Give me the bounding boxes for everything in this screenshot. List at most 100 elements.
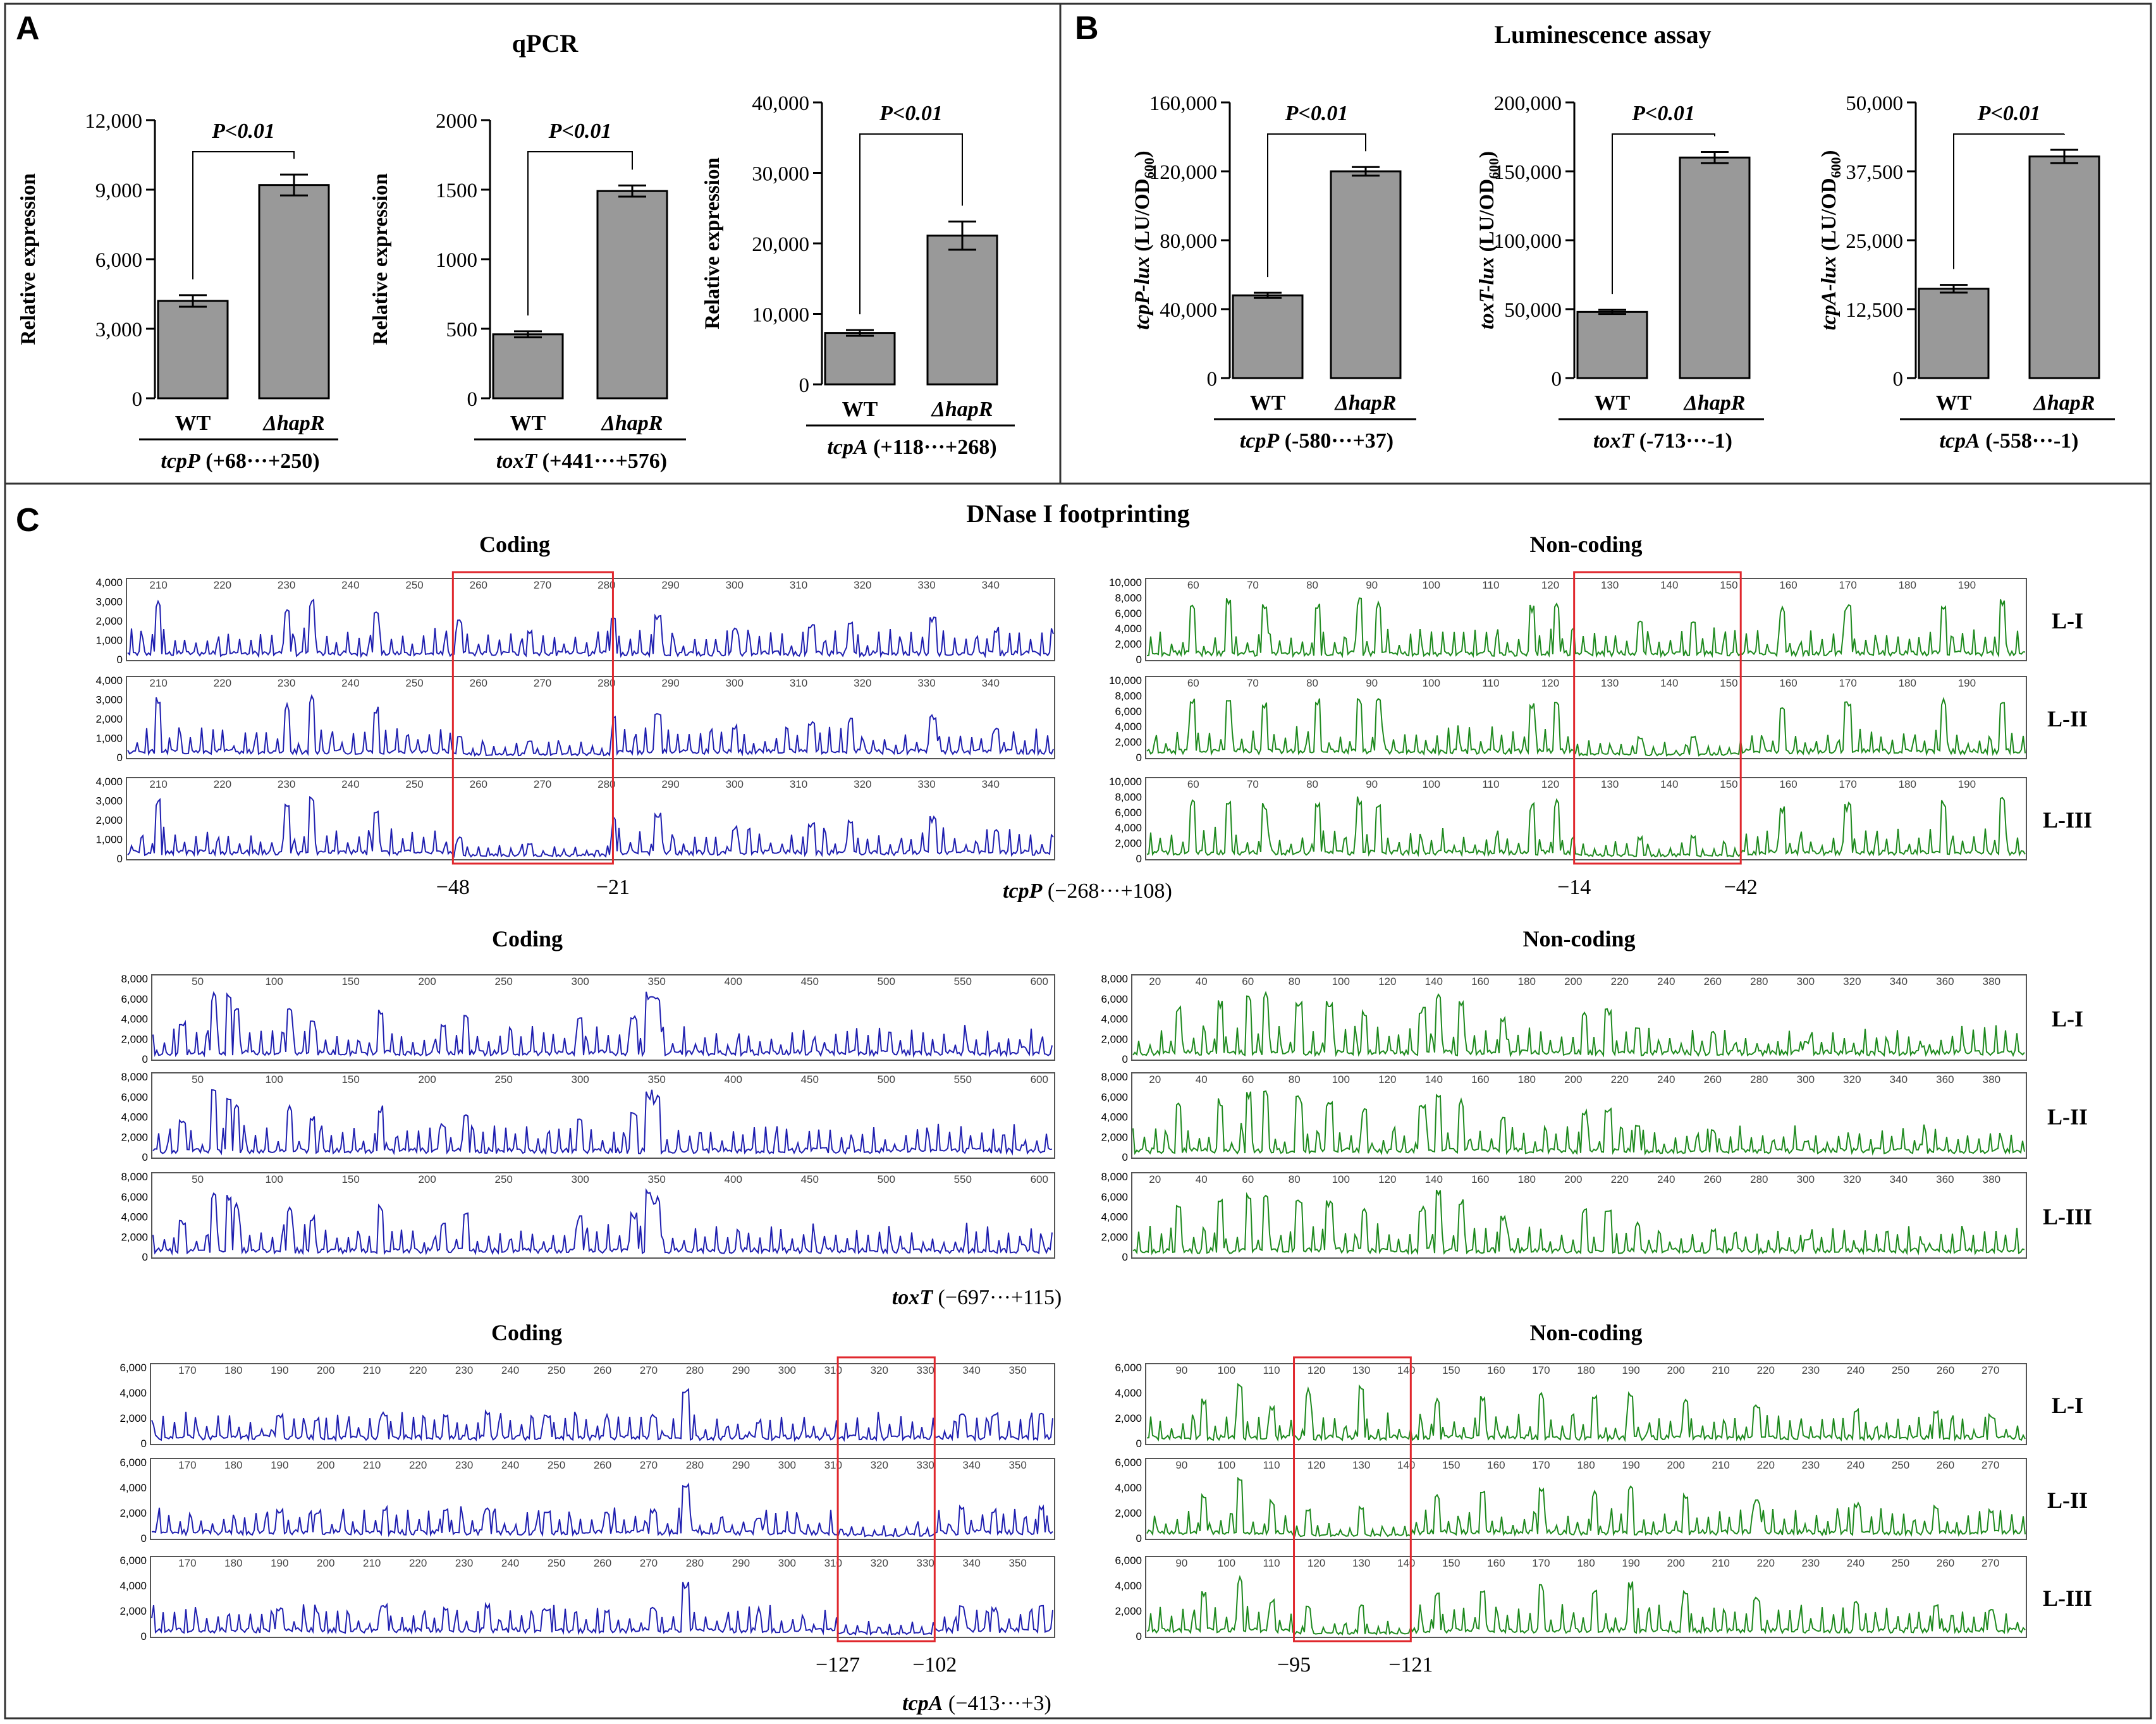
error-bar	[1254, 291, 1282, 299]
lane-x-tick: 250	[494, 1173, 512, 1185]
significance-bracket	[859, 133, 963, 315]
gene-region-label: toxT (+441···+576)	[496, 449, 667, 473]
lane-x-tick: 260	[1704, 975, 1722, 987]
lane-x-tick: 240	[501, 1364, 519, 1376]
category-label-wt: WT	[842, 398, 878, 421]
lane-y-tick: 0	[142, 1151, 148, 1163]
lane-y-tick: 2,000	[1115, 838, 1142, 850]
lane-x-tick: 170	[178, 1364, 196, 1376]
lane-x-tick: 220	[1611, 1173, 1629, 1185]
lane-x-tick: 220	[409, 1557, 427, 1569]
noncoding-title: Non-coding	[1522, 926, 1635, 951]
lane-y-tick: 4,000	[1115, 1580, 1142, 1592]
lane-x-tick: 320	[854, 579, 871, 591]
lane-x-tick: 220	[214, 579, 231, 591]
lane-y-tick: 6,000	[1115, 1555, 1142, 1567]
lane-y-tick: 6,000	[121, 1191, 148, 1203]
lane-x-tick: 300	[572, 975, 589, 987]
lane-x-tick: 310	[824, 1459, 842, 1471]
lane-frame	[150, 1556, 1055, 1638]
lane-x-tick: 100	[265, 1073, 283, 1085]
category-label-hapr: ΔhapR	[262, 412, 325, 435]
lane-x-tick: 240	[501, 1459, 519, 1471]
lane-y-tick: 6,000	[121, 1091, 148, 1103]
lane-y-tick: 2,000	[119, 1507, 147, 1519]
lane-y-tick: 0	[117, 853, 123, 865]
lane-x-tick: 140	[1425, 1073, 1443, 1085]
lane-x-tick: 120	[1378, 1073, 1396, 1085]
lane-x-tick: 160	[1779, 677, 1797, 689]
lane-x-tick: 220	[1757, 1364, 1775, 1376]
lane-x-tick: 240	[1657, 1173, 1675, 1185]
lane-frame	[150, 1363, 1055, 1445]
lane-x-tick: 210	[363, 1364, 381, 1376]
lane-x-tick: 220	[409, 1459, 427, 1471]
lane-x-tick: 350	[1008, 1557, 1026, 1569]
lane-y-tick: 10,000	[1109, 577, 1142, 589]
lane-x-tick: 170	[178, 1557, 196, 1569]
coding-strand: Coding 0 2,000 4,000 6,000 8,000 50 100 150 200 25…	[121, 926, 1055, 1263]
bar-chart-2: 0 500 1000 1500 2000 WT ΔhapR toxT (+441···+576…	[369, 110, 686, 473]
lane-y-tick: 0	[1136, 853, 1142, 865]
gene-region-label: tcpA (+118···+268)	[827, 436, 996, 459]
lane-x-tick: 600	[1031, 1073, 1048, 1085]
lane-x-tick: 320	[854, 677, 871, 689]
lane-y-tick: 0	[141, 1438, 147, 1450]
lane-x-tick: 360	[1936, 1173, 1954, 1185]
protected-region-box	[836, 1356, 936, 1642]
lane-x-tick: 140	[1660, 677, 1678, 689]
lane-x-tick: 50	[192, 1073, 204, 1085]
lane-x-tick: 200	[1667, 1459, 1684, 1471]
lane-frame	[151, 1172, 1055, 1259]
lane-x-tick: 140	[1660, 579, 1678, 591]
lane-x-tick: 130	[1352, 1557, 1370, 1569]
lane-label: L-I	[2052, 1006, 2083, 1032]
lane-label: L-I	[2052, 608, 2083, 633]
lane-x-tick: 220	[214, 778, 231, 790]
lane-x-tick: 40	[1196, 1173, 1208, 1185]
lane-x-tick: 250	[548, 1557, 565, 1569]
lane-y-tick: 6,000	[1115, 706, 1142, 718]
lane-y-tick: 0	[142, 1251, 148, 1263]
y-tick-label: 3,000	[95, 319, 142, 341]
protected-region-box	[1293, 1356, 1412, 1642]
y-tick-label: 160,000	[1149, 92, 1217, 115]
y-tick-label: 1500	[436, 180, 477, 202]
lane-x-tick: 120	[1541, 579, 1559, 591]
noncoding-title: Non-coding	[1529, 532, 1642, 557]
lane-y-tick: 2,000	[95, 814, 123, 826]
lane-x-tick: 500	[878, 1173, 895, 1185]
lane-y-tick: 4,000	[1115, 822, 1142, 834]
y-tick-label: 2000	[436, 110, 477, 133]
lane-x-tick: 290	[732, 1364, 750, 1376]
lane-x-tick: 120	[1378, 975, 1396, 987]
lane-y-tick: 2,000	[1115, 1605, 1142, 1617]
lane-x-tick: 170	[1532, 1459, 1550, 1471]
lane-x-tick: 80	[1306, 677, 1318, 689]
lane-x-tick: 230	[455, 1459, 473, 1471]
noncoding-lane-1: 0 2,000 4,000 6,000 8,000 10,000 60 70 80 90 100 11…	[1109, 577, 2027, 666]
lane-x-tick: 320	[1843, 1073, 1861, 1085]
lane-x-tick: 50	[192, 1173, 204, 1185]
lane-y-tick: 8,000	[1101, 1171, 1128, 1183]
lane-x-tick: 170	[178, 1459, 196, 1471]
coding-lane-3: 0 2,000 4,000 6,000 170 180 190 200 210 220 230 240…	[119, 1555, 1055, 1642]
electropherogram-trace	[127, 694, 1054, 757]
lane-x-tick: 290	[661, 677, 679, 689]
footprint-gene-label: tcpA (−413···+3)	[902, 1692, 1051, 1715]
lane-label: L-I	[2052, 1393, 2083, 1418]
lane-x-tick: 170	[1532, 1557, 1550, 1569]
lane-x-tick: 220	[1757, 1557, 1775, 1569]
lane-x-tick: 350	[1008, 1364, 1026, 1376]
lane-x-tick: 140	[1397, 1557, 1415, 1569]
bar-wt	[824, 332, 896, 386]
lane-x-tick: 100	[265, 1173, 283, 1185]
lane-y-tick: 2,000	[1101, 1131, 1128, 1143]
y-axis-label: tcpP-lux (LU/OD600)	[1131, 150, 1157, 329]
lane-x-tick: 160	[1487, 1459, 1505, 1471]
lane-x-tick: 170	[1839, 579, 1856, 591]
lane-x-tick: 220	[1611, 975, 1629, 987]
panel-letter-c: C	[16, 502, 40, 539]
lane-y-tick: 4,000	[121, 1111, 148, 1123]
